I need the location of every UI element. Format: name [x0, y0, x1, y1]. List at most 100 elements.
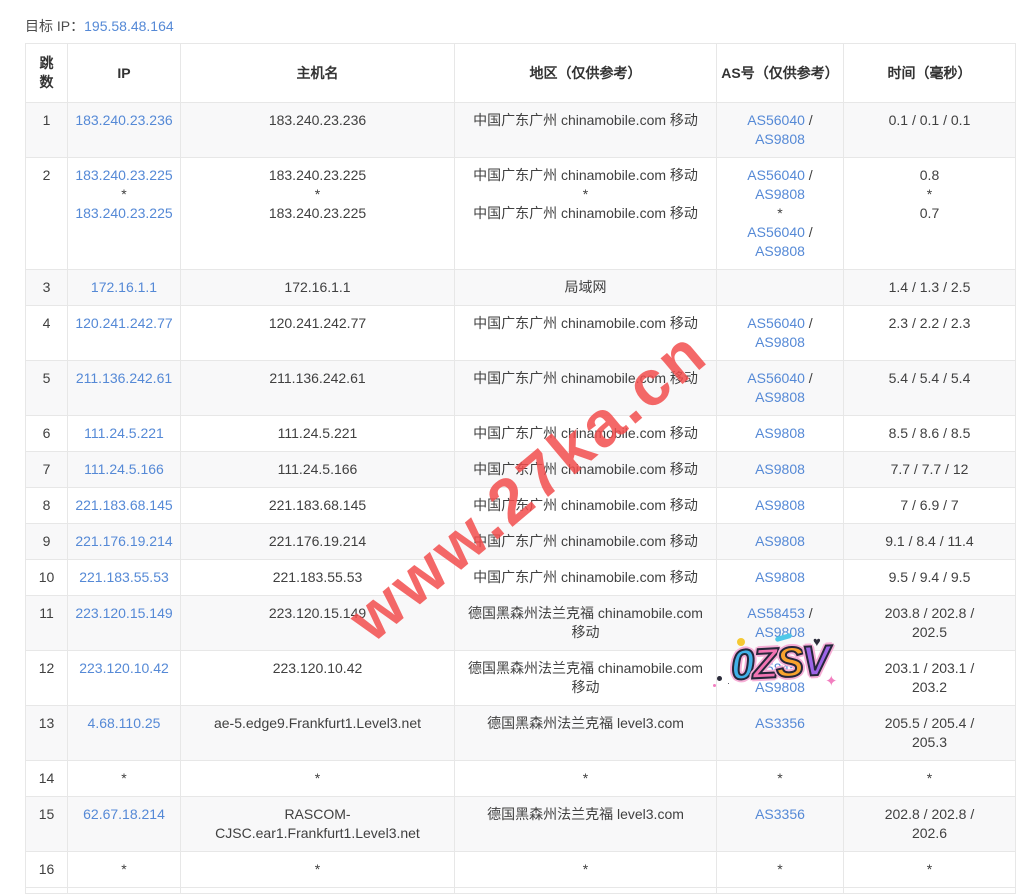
hostname-cell: * — [180, 851, 455, 888]
header-ip: IP — [67, 43, 181, 103]
as-link[interactable]: AS9808 — [755, 624, 805, 640]
table-header-row: 跳 数 IP 主机名 地区（仅供参考） AS号（仅供参考） 时间（毫秒） — [25, 43, 1016, 103]
cell-line: * — [314, 861, 321, 877]
ip-link[interactable]: 183.240.23.225 — [75, 205, 173, 221]
cell-line: 221.183.55.53 — [272, 569, 363, 585]
as-cell: AS9808 — [716, 451, 844, 488]
table-row: 4 120.241.242.77 120.241.242.77 中国广东广州 chin… — [25, 305, 1016, 361]
cell-line: AS56040 / — [723, 166, 837, 185]
ip-link[interactable]: 4.68.110.25 — [87, 715, 161, 731]
ip-link[interactable]: 223.120.15.149 — [75, 605, 173, 621]
ip-cell: 223.120.15.149 — [67, 595, 181, 651]
hostname-cell: RASCOM- CJSC.ear1.Frankfurt1.Level3.net — [180, 796, 455, 852]
cell-line: 德国黑森州法兰克福 level3.com — [487, 806, 684, 822]
as-cell: AS58453 /AS9808 — [716, 650, 844, 706]
table-row: 9 221.176.19.214 221.176.19.214 中国广东广州 chin… — [25, 523, 1016, 560]
as-link[interactable]: AS58453 — [747, 605, 805, 621]
hostname-cell: 221.183.55.53 — [180, 559, 455, 596]
as-link[interactable]: AS9808 — [755, 334, 805, 350]
cell-line: 205.5 / 205.4 / — [884, 715, 975, 731]
time-cell: 205.5 / 205.4 / 205.3 — [843, 705, 1016, 761]
ip-cell: 172.16.1.1 — [67, 269, 181, 306]
cell-line: 中国广东广州 chinamobile.com 移动 — [473, 315, 698, 331]
as-cell: AS56040 /AS9808 — [716, 305, 844, 361]
ip-link[interactable]: 111.24.5.166 — [84, 461, 164, 477]
empty-cell — [454, 887, 717, 894]
cell-line: * — [723, 769, 837, 788]
time-cell: 9.5 / 9.4 / 9.5 — [843, 559, 1016, 596]
as-link[interactable]: AS9808 — [755, 389, 805, 405]
ip-link[interactable]: 120.241.242.77 — [75, 315, 173, 331]
cell-line: 9.5 / 9.4 / 9.5 — [888, 569, 971, 585]
time-cell: 7.7 / 7.7 / 12 — [843, 451, 1016, 488]
as-cell: * — [716, 851, 844, 888]
cell-line: * — [582, 770, 589, 786]
cell-line: AS58453 / — [723, 604, 837, 623]
as-link[interactable]: AS3356 — [755, 806, 805, 822]
table-row: 3 172.16.1.1 172.16.1.1 局域网 1.4 / 1.3 / 2.5 — [25, 269, 1016, 306]
cell-line: 中国广东广州 chinamobile.com 移动 — [473, 205, 698, 221]
ip-cell: 111.24.5.166 — [67, 451, 181, 488]
as-link[interactable]: AS56040 — [747, 370, 805, 386]
ip-link[interactable]: 223.120.10.42 — [79, 660, 169, 676]
as-link[interactable]: AS56040 — [747, 224, 805, 240]
as-cell: AS3356 — [716, 705, 844, 761]
cell-line: * — [926, 861, 933, 877]
hop-cell: 6 — [25, 415, 68, 452]
as-link[interactable]: AS9808 — [755, 569, 805, 585]
hostname-cell: 211.136.242.61 — [180, 360, 455, 416]
table-row-partial — [25, 887, 1016, 894]
ip-link[interactable]: 183.240.23.236 — [75, 112, 173, 128]
as-cell: AS58453 /AS9808 — [716, 595, 844, 651]
as-link[interactable]: AS9808 — [755, 461, 805, 477]
cell-line: 0.1 / 0.1 / 0.1 — [888, 112, 971, 128]
hostname-cell: 183.240.23.225 * 183.240.23.225 — [180, 157, 455, 270]
as-cell: AS9808 — [716, 415, 844, 452]
ip-link[interactable]: 211.136.242.61 — [75, 370, 173, 386]
hostname-cell: * — [180, 760, 455, 797]
cell-line: * — [74, 860, 174, 879]
cell-line: 中国广东广州 chinamobile.com 移动 — [473, 370, 698, 386]
header-hostname: 主机名 — [180, 43, 455, 103]
as-link[interactable]: AS56040 — [747, 167, 805, 183]
as-link[interactable]: AS9808 — [755, 533, 805, 549]
time-cell: 2.3 / 2.2 / 2.3 — [843, 305, 1016, 361]
as-link[interactable]: AS9808 — [755, 186, 805, 202]
time-cell: * — [843, 851, 1016, 888]
cell-line: 中国广东广州 chinamobile.com 移动 — [473, 461, 698, 477]
cell-line: AS9808 — [723, 460, 837, 479]
ip-link[interactable]: 183.240.23.225 — [75, 167, 173, 183]
hostname-cell: 111.24.5.166 — [180, 451, 455, 488]
ip-link[interactable]: 62.67.18.214 — [83, 806, 165, 822]
table-row: 16 * * * * * — [25, 851, 1016, 888]
cell-line: * — [582, 861, 589, 877]
table-row: 2 183.240.23.225 * 183.240.23.225 183.240.23… — [25, 157, 1016, 270]
as-link[interactable]: AS9808 — [755, 497, 805, 513]
as-link[interactable]: AS58453 — [747, 660, 805, 676]
hop-cell: 10 — [25, 559, 68, 596]
as-link[interactable]: AS9808 — [755, 425, 805, 441]
ip-link[interactable]: 221.183.68.145 — [75, 497, 173, 513]
hop-cell: 2 — [25, 157, 68, 270]
as-link[interactable]: AS56040 — [747, 315, 805, 331]
region-cell: * — [454, 851, 717, 888]
cell-line: 221.183.68.145 — [74, 496, 174, 515]
empty-cell — [843, 887, 1016, 894]
region-cell: 中国广东广州 chinamobile.com 移动 — [454, 559, 717, 596]
table-row: 13 4.68.110.25 ae-5.edge9.Frankfurt1.Level… — [25, 705, 1016, 761]
ip-link[interactable]: 221.176.19.214 — [75, 533, 173, 549]
hop-cell: 13 — [25, 705, 68, 761]
ip-link[interactable]: 111.24.5.221 — [84, 425, 164, 441]
ip-link[interactable]: 172.16.1.1 — [90, 279, 158, 295]
as-link[interactable]: AS9808 — [755, 131, 805, 147]
as-link[interactable]: AS9808 — [755, 243, 805, 259]
as-link[interactable]: AS9808 — [755, 679, 805, 695]
ip-link[interactable]: 221.183.55.53 — [79, 569, 169, 585]
as-link[interactable]: AS3356 — [755, 715, 805, 731]
header-hop: 跳 数 — [25, 43, 68, 103]
as-cell: AS56040 /AS9808 * AS56040 /AS9808 — [716, 157, 844, 270]
ip-cell: * — [67, 851, 181, 888]
as-link[interactable]: AS56040 — [747, 112, 805, 128]
target-ip-value[interactable]: 195.58.48.164 — [84, 18, 174, 34]
